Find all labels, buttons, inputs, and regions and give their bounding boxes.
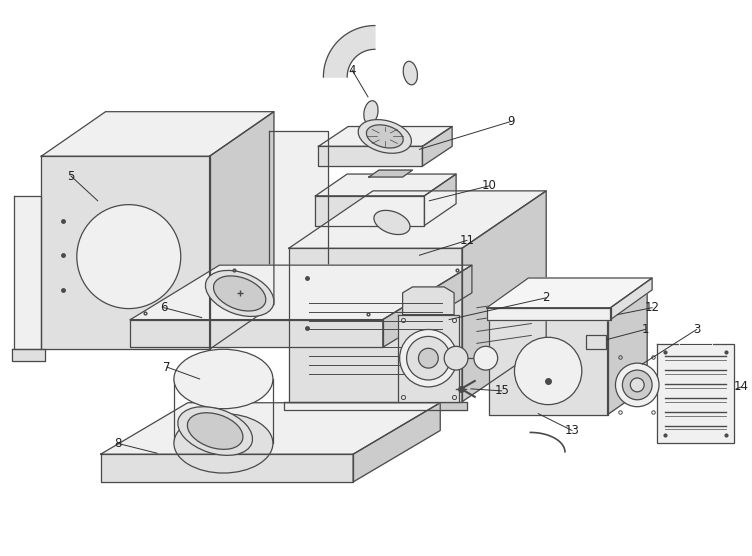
Ellipse shape bbox=[364, 101, 378, 124]
Ellipse shape bbox=[174, 349, 273, 409]
Polygon shape bbox=[101, 454, 353, 482]
Polygon shape bbox=[462, 191, 546, 402]
Polygon shape bbox=[323, 26, 375, 77]
Polygon shape bbox=[487, 307, 611, 320]
Ellipse shape bbox=[418, 348, 438, 368]
Polygon shape bbox=[11, 349, 45, 361]
Text: 6: 6 bbox=[160, 301, 168, 314]
Ellipse shape bbox=[374, 210, 410, 235]
Polygon shape bbox=[41, 156, 210, 349]
Polygon shape bbox=[489, 290, 647, 317]
Polygon shape bbox=[353, 403, 440, 482]
Ellipse shape bbox=[77, 205, 180, 309]
Polygon shape bbox=[489, 317, 608, 415]
Ellipse shape bbox=[474, 346, 498, 370]
Text: 5: 5 bbox=[67, 170, 74, 182]
Bar bbox=[586, 335, 605, 349]
Polygon shape bbox=[130, 320, 383, 348]
Text: 2: 2 bbox=[542, 291, 550, 304]
Ellipse shape bbox=[623, 370, 652, 400]
Polygon shape bbox=[289, 191, 546, 249]
Text: 12: 12 bbox=[644, 301, 660, 314]
Polygon shape bbox=[657, 344, 734, 443]
Polygon shape bbox=[487, 278, 652, 307]
Text: 15: 15 bbox=[494, 384, 509, 398]
Polygon shape bbox=[210, 112, 274, 349]
Text: 1: 1 bbox=[641, 323, 649, 336]
Ellipse shape bbox=[177, 407, 253, 455]
Polygon shape bbox=[541, 344, 551, 353]
Ellipse shape bbox=[399, 330, 457, 387]
Polygon shape bbox=[269, 131, 329, 275]
Text: 7: 7 bbox=[163, 361, 171, 374]
Text: 4: 4 bbox=[348, 63, 356, 77]
Text: 13: 13 bbox=[565, 424, 579, 437]
Ellipse shape bbox=[630, 378, 644, 392]
Polygon shape bbox=[130, 265, 472, 320]
Text: 9: 9 bbox=[507, 115, 514, 128]
Polygon shape bbox=[383, 265, 472, 348]
Polygon shape bbox=[316, 174, 456, 196]
Text: 14: 14 bbox=[734, 380, 749, 394]
Polygon shape bbox=[369, 170, 413, 177]
Polygon shape bbox=[289, 249, 462, 402]
Ellipse shape bbox=[358, 120, 411, 153]
Text: 3: 3 bbox=[693, 323, 700, 336]
Polygon shape bbox=[101, 403, 440, 454]
Text: 8: 8 bbox=[114, 437, 121, 450]
Polygon shape bbox=[14, 196, 41, 349]
Ellipse shape bbox=[366, 125, 403, 148]
Ellipse shape bbox=[205, 270, 274, 316]
Polygon shape bbox=[284, 402, 467, 410]
Polygon shape bbox=[423, 127, 452, 166]
Ellipse shape bbox=[444, 346, 468, 370]
Text: 10: 10 bbox=[481, 180, 496, 192]
Ellipse shape bbox=[514, 337, 582, 405]
Polygon shape bbox=[398, 315, 459, 402]
Polygon shape bbox=[318, 146, 423, 166]
Ellipse shape bbox=[403, 61, 417, 85]
Ellipse shape bbox=[214, 276, 265, 311]
Ellipse shape bbox=[615, 363, 659, 406]
Ellipse shape bbox=[407, 336, 450, 380]
Ellipse shape bbox=[187, 413, 243, 449]
Text: 11: 11 bbox=[459, 234, 475, 247]
Polygon shape bbox=[608, 290, 647, 415]
Polygon shape bbox=[424, 174, 456, 226]
Polygon shape bbox=[318, 127, 452, 146]
Polygon shape bbox=[611, 278, 652, 320]
Polygon shape bbox=[41, 112, 274, 156]
Polygon shape bbox=[316, 196, 424, 226]
Ellipse shape bbox=[174, 414, 273, 473]
Ellipse shape bbox=[502, 303, 515, 316]
Polygon shape bbox=[402, 287, 454, 315]
